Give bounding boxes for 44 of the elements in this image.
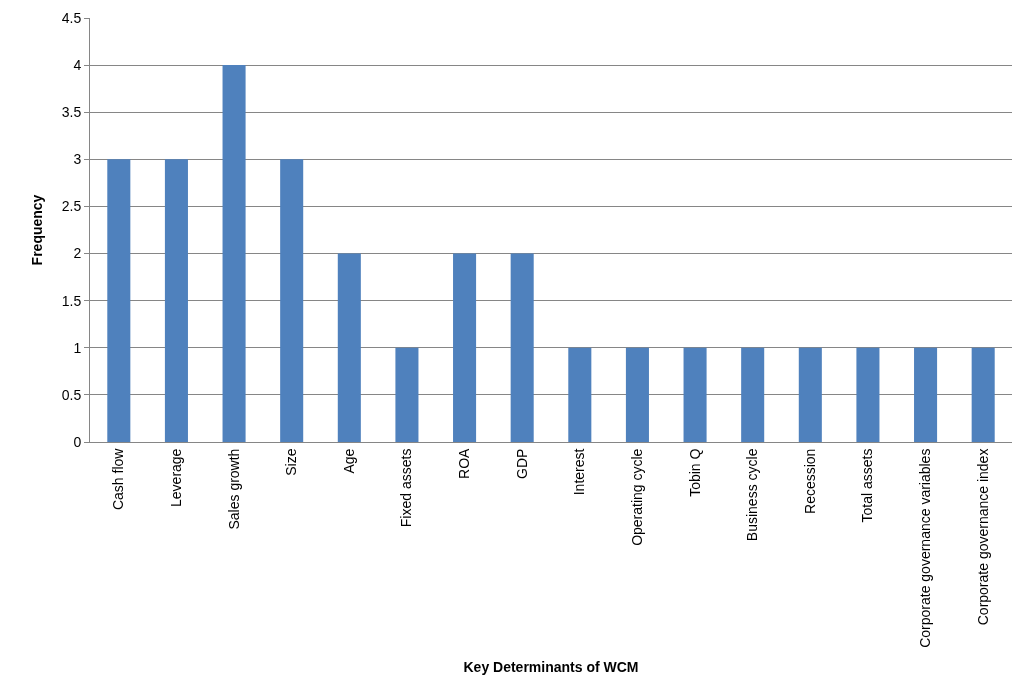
y-tick-label: 1.5 bbox=[61, 292, 82, 309]
x-tick-label: Corporate governance index bbox=[974, 448, 991, 626]
bar bbox=[625, 347, 649, 442]
x-tick-label: Operating cycle bbox=[628, 448, 645, 546]
bar bbox=[568, 347, 592, 442]
x-tick-label: Recession bbox=[801, 448, 818, 514]
y-tick-label: 0.5 bbox=[61, 386, 82, 403]
x-tick-label: Tobin Q bbox=[686, 448, 703, 497]
x-tick-label: ROA bbox=[456, 447, 473, 479]
x-tick-label: Cash flow bbox=[110, 447, 127, 511]
y-tick-label: 4.5 bbox=[61, 9, 82, 26]
x-tick-label: Business cycle bbox=[744, 448, 761, 542]
y-tick-label: 3 bbox=[73, 151, 82, 168]
bar bbox=[164, 159, 188, 442]
bar bbox=[510, 253, 534, 442]
bar bbox=[453, 253, 477, 442]
x-tick-label: Leverage bbox=[167, 448, 184, 507]
x-tick-label: Sales growth bbox=[225, 448, 242, 530]
x-tick-label: Total assets bbox=[859, 448, 876, 523]
x-axis-title: Key Determinants of WCM bbox=[463, 659, 639, 676]
y-tick-label: 3.5 bbox=[61, 104, 82, 121]
bar bbox=[107, 159, 131, 442]
y-tick-label: 1 bbox=[73, 339, 82, 356]
x-tick-label: Age bbox=[340, 448, 357, 474]
bar bbox=[798, 347, 822, 442]
y-tick-label: 2 bbox=[73, 245, 82, 262]
bar bbox=[741, 347, 765, 442]
y-axis-title: Frequency bbox=[29, 194, 46, 266]
bar bbox=[971, 347, 995, 442]
x-tick-label: GDP bbox=[513, 448, 530, 479]
x-tick-label: Size bbox=[283, 448, 300, 476]
x-tick-label: Fixed assets bbox=[398, 448, 415, 528]
x-tick-label: Interest bbox=[571, 448, 588, 496]
y-tick-label: 2.5 bbox=[61, 198, 82, 215]
bar bbox=[683, 347, 707, 442]
bar bbox=[280, 159, 304, 442]
bar bbox=[856, 347, 880, 442]
bar bbox=[914, 347, 938, 442]
x-tick-label: Corporate governance variables bbox=[917, 448, 934, 648]
y-tick-label: 0 bbox=[73, 433, 82, 450]
bar bbox=[222, 65, 246, 442]
y-tick-label: 4 bbox=[73, 57, 82, 74]
bar bbox=[395, 347, 419, 442]
bar bbox=[337, 253, 361, 442]
